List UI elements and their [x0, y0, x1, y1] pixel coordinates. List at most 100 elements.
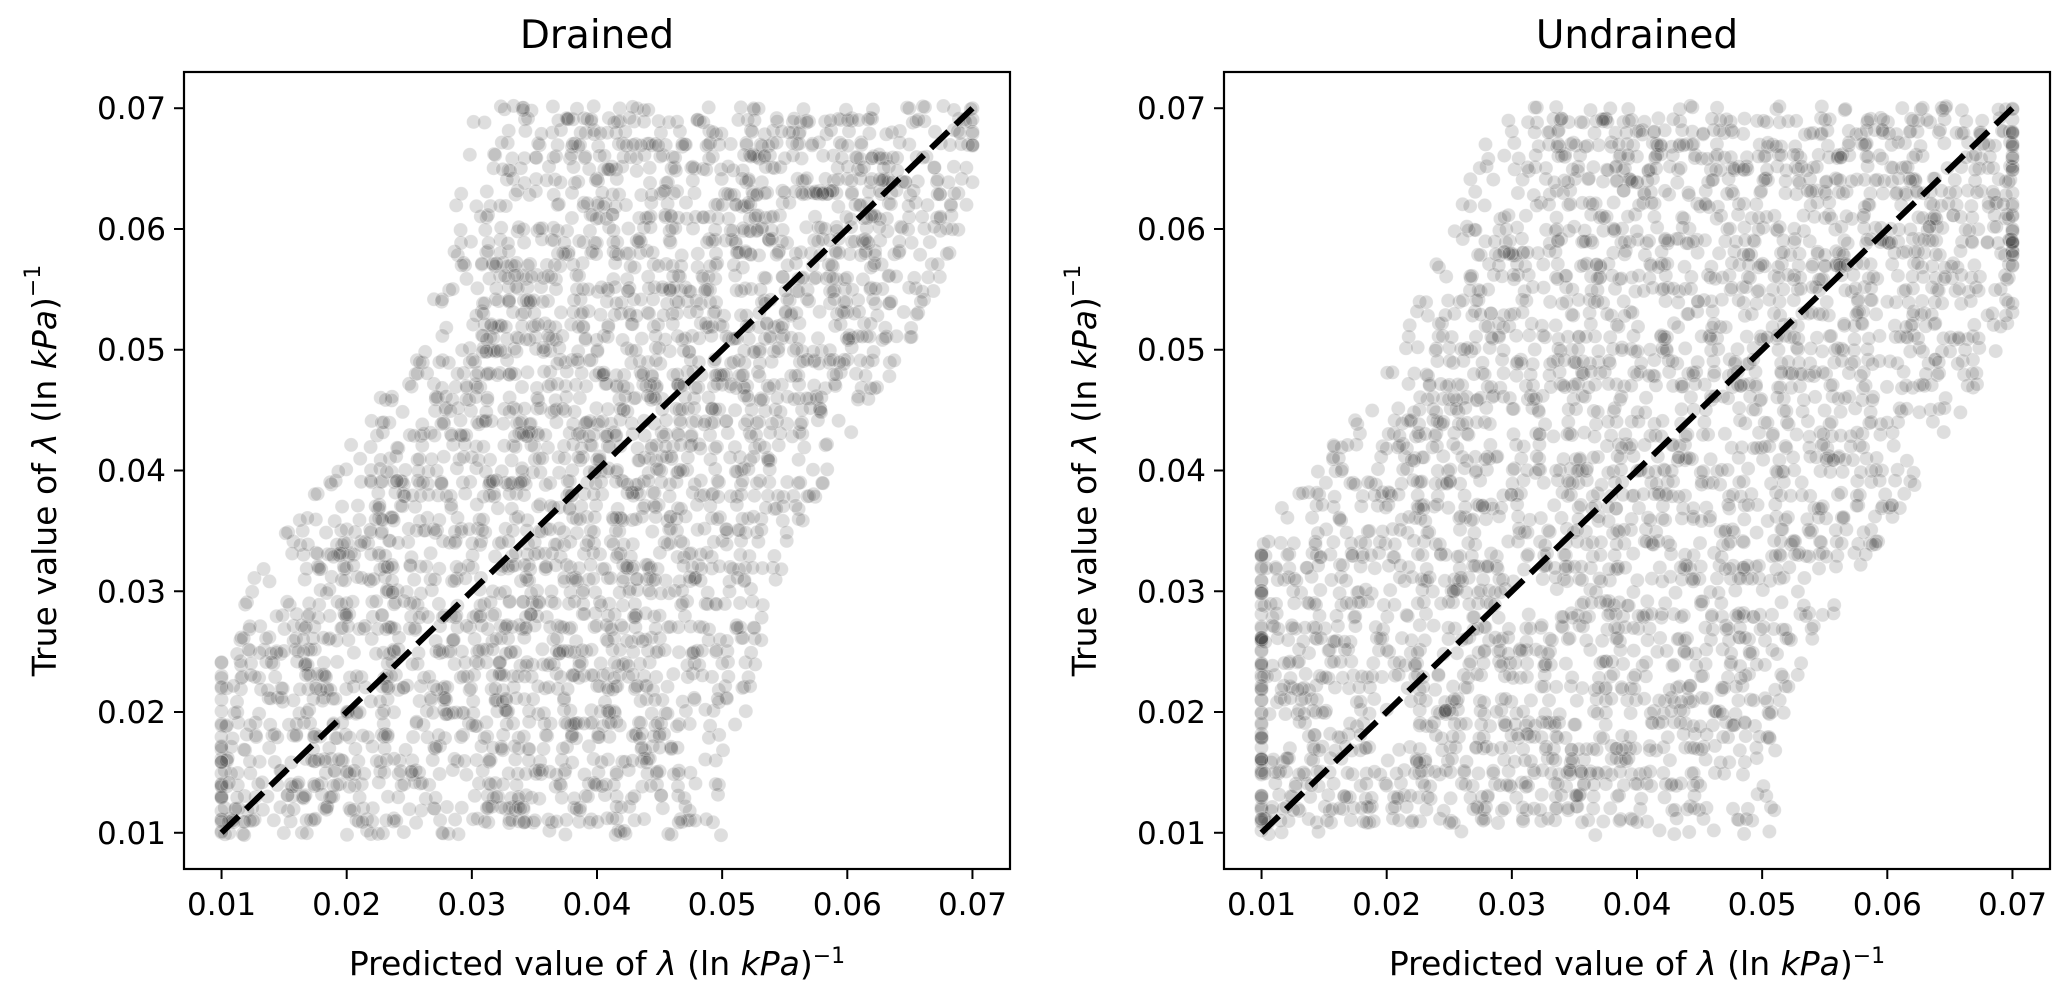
scatter-point	[614, 159, 630, 175]
scatter-point	[542, 475, 558, 491]
scatter-point	[234, 669, 250, 685]
scatter-point	[237, 788, 253, 804]
scatter-point	[477, 222, 493, 238]
scatter-point	[432, 766, 448, 782]
scatter-point	[394, 778, 410, 793]
scatter-point	[660, 826, 676, 842]
scatter-point	[319, 799, 335, 814]
scatter-point	[386, 474, 402, 490]
scatter-point	[806, 232, 822, 248]
scatter-point	[1868, 306, 1884, 322]
scatter-point	[1669, 175, 1685, 191]
scatter-point	[900, 222, 916, 238]
scatter-point	[867, 208, 883, 224]
scatter-point	[641, 561, 657, 577]
scatter-point	[298, 667, 314, 683]
scatter-point	[413, 488, 429, 504]
scatter-point	[662, 280, 677, 296]
scatter-point	[615, 557, 631, 573]
scatter-point	[687, 570, 703, 586]
scatter-point	[307, 811, 323, 827]
scatter-point	[302, 715, 318, 731]
scatter-point	[767, 548, 782, 564]
scatter-point	[786, 391, 802, 407]
scatter-point	[395, 486, 411, 502]
scatter-point	[734, 199, 750, 215]
scatter-point	[495, 776, 511, 792]
scatter-point	[613, 617, 629, 633]
scatter-point	[462, 147, 478, 163]
scatter-point	[733, 533, 749, 549]
scatter-point	[316, 690, 332, 705]
scatter-point	[911, 112, 926, 127]
scatter-point	[741, 223, 757, 239]
scatter-point	[380, 789, 396, 805]
scatter-point	[687, 655, 702, 671]
scatter-point	[625, 667, 641, 683]
scatter-point	[627, 260, 642, 275]
scatter-point	[738, 703, 754, 719]
scatter-point	[1762, 706, 1777, 722]
scatter-point	[507, 738, 522, 754]
scatter-point	[494, 135, 510, 150]
scatter-point	[710, 489, 726, 505]
scatter-point	[214, 777, 229, 792]
scatter-point	[592, 148, 608, 164]
scatter-point	[1410, 546, 1426, 562]
scatter-point	[651, 643, 667, 659]
scatter-point	[723, 379, 738, 394]
scatter-point	[507, 752, 523, 767]
scatter-point	[450, 753, 465, 769]
scatter-point	[487, 147, 503, 163]
scatter-point	[752, 368, 767, 384]
scatter-point	[266, 812, 282, 828]
scatter-point	[634, 509, 650, 525]
scatter-point	[499, 704, 515, 720]
scatter-point	[342, 730, 358, 745]
scatter-point	[341, 779, 357, 795]
scatter-point	[704, 415, 719, 431]
scatter-point	[552, 258, 568, 274]
scatter-point	[410, 473, 426, 488]
scatter-point	[495, 727, 511, 743]
scatter-point	[335, 545, 351, 561]
scatter-point	[640, 751, 656, 766]
scatter-point	[619, 245, 634, 261]
scatter-point	[517, 691, 532, 707]
scatter-point	[600, 752, 616, 767]
scatter-point	[558, 827, 573, 842]
scatter-point	[503, 644, 519, 660]
scatter-point	[516, 487, 532, 503]
scatter-point	[768, 572, 783, 588]
scatter-point	[399, 678, 415, 693]
scatter-point	[774, 330, 790, 346]
scatter-point	[554, 790, 570, 806]
scatter-point	[712, 632, 728, 647]
scatter-point	[640, 136, 655, 152]
scatter-point	[651, 113, 666, 129]
scatter-point	[742, 678, 758, 694]
scatter-point	[375, 825, 391, 841]
scatter-point	[356, 766, 372, 782]
scatter-point	[527, 452, 543, 468]
scatter-point	[753, 390, 769, 406]
scatter-point	[742, 452, 758, 468]
scatter-point	[314, 775, 329, 791]
scatter-point	[235, 826, 251, 842]
scatter-point	[363, 694, 379, 709]
scatter-point	[1767, 682, 1783, 698]
scatter-point	[725, 223, 741, 239]
scatter-point	[352, 451, 368, 467]
scatter-point	[704, 561, 720, 576]
scatter-point	[338, 681, 354, 697]
scatter-point	[627, 610, 643, 626]
scatter-point	[532, 137, 547, 153]
scatter-point	[728, 464, 744, 479]
x-axis-label: Predicted value of λ (ln kPa)−1	[349, 944, 845, 984]
scatter-point	[251, 670, 267, 686]
scatter-point	[285, 534, 301, 549]
scatter-point	[818, 171, 833, 187]
scatter-point	[658, 705, 673, 721]
scatter-point	[688, 776, 703, 791]
scatter-point	[325, 691, 341, 707]
